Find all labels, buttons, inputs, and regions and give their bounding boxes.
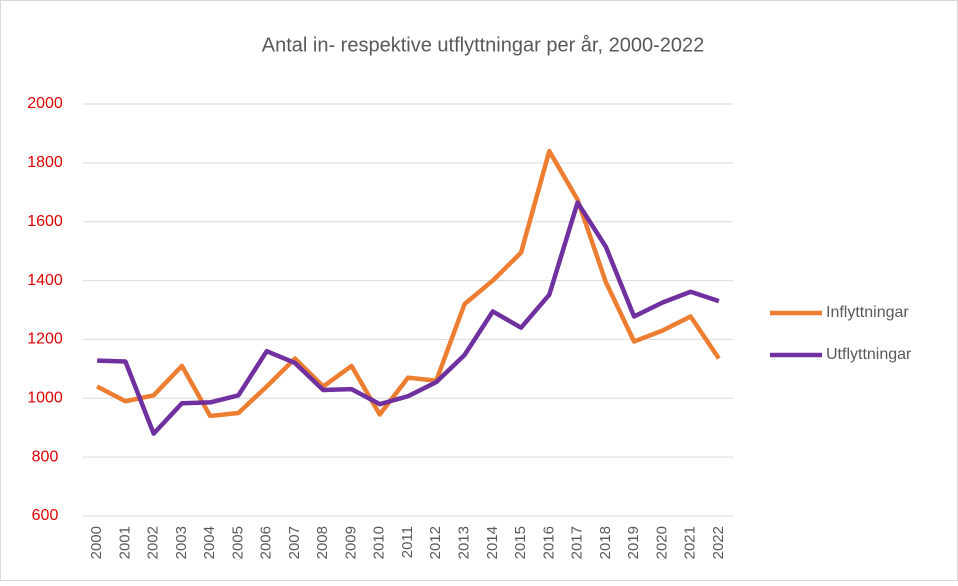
x-tick-label: 2007	[286, 526, 303, 559]
y-tick-label: 1400	[27, 272, 63, 289]
x-tick-label: 2010	[371, 526, 388, 559]
y-tick-label: 800	[32, 448, 59, 465]
y-tick-label: 1200	[27, 331, 63, 348]
x-tick-label: 2006	[258, 526, 275, 559]
y-tick-label: 600	[32, 507, 59, 524]
x-tick-label: 2014	[484, 526, 501, 559]
x-tick-label: 2009	[342, 526, 359, 559]
x-tick-label: 2002	[145, 526, 162, 559]
x-tick-label: 2004	[201, 526, 218, 559]
x-tick-label: 2008	[314, 526, 331, 559]
x-tick-label: 2017	[569, 526, 586, 559]
chart-title: Antal in- respektive utflyttningar per å…	[262, 34, 704, 56]
x-tick-label: 2000	[88, 526, 105, 559]
series-line	[97, 200, 720, 436]
x-tick-label: 2012	[427, 526, 444, 559]
y-tick-label: 1800	[27, 154, 63, 171]
y-tick-label: 1600	[27, 213, 63, 230]
legend-label: Inflyttningar	[826, 304, 909, 321]
x-tick-label: 2003	[173, 526, 190, 559]
y-tick-label: 1000	[27, 390, 63, 407]
x-tick-label: 2011	[399, 526, 416, 558]
x-tick-label: 2021	[682, 526, 699, 559]
x-tick-label: 2001	[116, 526, 133, 559]
y-tick-label: 2000	[27, 95, 63, 112]
legend-label: Utflyttningar	[826, 346, 912, 363]
series-line	[96, 148, 721, 419]
x-tick-label: 2016	[540, 526, 557, 559]
x-tick-label: 2015	[512, 526, 529, 559]
x-tick-label: 2022	[710, 526, 727, 559]
x-tick-label: 2005	[229, 526, 246, 559]
x-tick-label: 2013	[455, 526, 472, 559]
x-tick-label: 2019	[625, 526, 642, 559]
x-tick-label: 2020	[653, 526, 670, 559]
x-tick-label: 2018	[597, 526, 614, 559]
